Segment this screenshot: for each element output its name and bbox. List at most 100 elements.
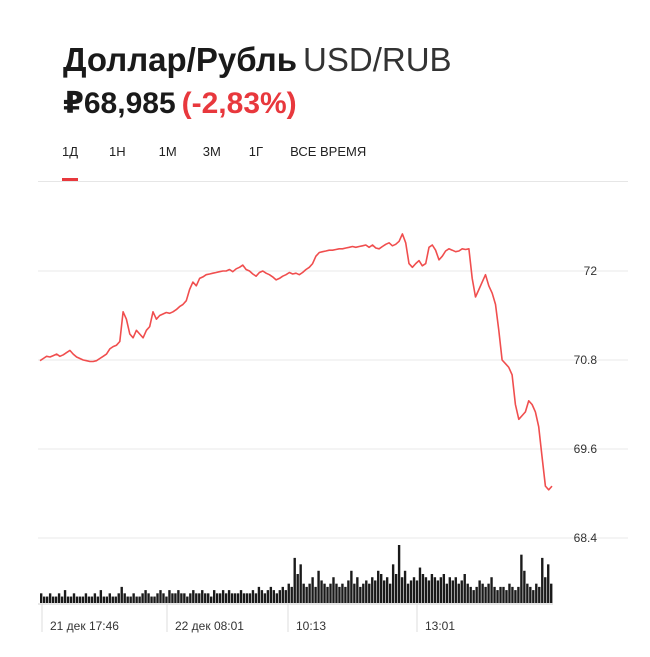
volume-bar <box>397 545 401 603</box>
volume-bar <box>239 590 243 603</box>
volume-bar <box>40 593 43 603</box>
x-axis: 21 дек 17:46 22 дек 08:01 10:13 13:01 <box>38 603 553 633</box>
volume-bar <box>532 590 535 603</box>
volume-bar <box>260 590 264 603</box>
volume-bar <box>296 574 299 603</box>
volume-bar <box>69 596 73 603</box>
volume-bar <box>433 577 437 603</box>
volume-bar <box>293 557 296 603</box>
volume-bar <box>189 593 192 603</box>
volume-bar <box>99 590 103 603</box>
volume-bar <box>314 586 317 603</box>
volume-bar <box>111 596 114 603</box>
volume-bar <box>442 574 446 603</box>
volume-bar <box>135 596 138 603</box>
volume-bar <box>281 586 284 603</box>
volume-bar <box>224 593 228 603</box>
volume-bar <box>421 574 425 603</box>
volume-bar <box>362 583 365 603</box>
volume-bar <box>78 596 82 603</box>
volume-bar <box>60 596 64 603</box>
instrument-ticker: USD/RUB <box>303 41 452 78</box>
volume-bar <box>257 586 261 603</box>
volume-bar <box>126 596 129 603</box>
tab-1d[interactable]: 1Д <box>62 144 79 182</box>
volume-bar <box>329 583 332 603</box>
volume-bar <box>108 593 111 603</box>
volume-bar <box>478 580 481 603</box>
volume-bar <box>511 586 514 603</box>
y-axis-ticks: 72 70.8 69.6 68.4 <box>574 264 598 545</box>
volume-bar <box>541 557 544 603</box>
volume-bar <box>42 596 46 603</box>
volume-bar <box>502 586 505 603</box>
volume-bar <box>403 570 407 603</box>
volume-bar <box>266 590 270 603</box>
volume-bar <box>427 580 431 603</box>
tab-all-time[interactable]: ВСЕ ВРЕМЯ <box>290 144 367 159</box>
volume-bar <box>287 583 290 603</box>
volume-bar <box>484 586 487 603</box>
volume-bar <box>218 593 222 603</box>
x-tick-label: 10:13 <box>296 619 326 633</box>
volume-bar <box>550 583 553 603</box>
volume-bar <box>460 580 463 603</box>
volume-bar <box>87 596 91 603</box>
volume-bar <box>514 590 517 603</box>
volume-bar <box>457 583 460 603</box>
volume-bar <box>150 596 153 603</box>
volume-bar <box>269 586 273 603</box>
volume-bar <box>230 593 234 603</box>
volume-bar <box>415 580 419 603</box>
volume-bar <box>466 583 469 603</box>
volume-bar <box>544 577 547 603</box>
volume-bar <box>332 577 335 603</box>
volume-bar <box>520 554 523 603</box>
volume-bar <box>96 596 100 603</box>
volume-bar <box>242 593 246 603</box>
volume-bar <box>493 586 496 603</box>
volume-bar <box>290 586 293 603</box>
volume-bar <box>451 580 454 603</box>
volume-bar <box>204 593 207 603</box>
volume-bar <box>207 593 210 603</box>
volume-bar <box>129 596 132 603</box>
volume-bar <box>272 590 276 603</box>
volume-bar <box>299 564 302 603</box>
tab-1y[interactable]: 1Г <box>248 144 264 159</box>
tab-1m[interactable]: 1М <box>158 144 177 159</box>
title-row: Доллар/Рубль USD/RUB <box>63 40 452 80</box>
volume-bar <box>305 586 308 603</box>
volume-bar <box>388 583 392 603</box>
volume-bar <box>347 580 350 603</box>
price-change: (-2,83%) <box>181 87 297 120</box>
volume-bar <box>105 596 108 603</box>
volume-bar <box>350 570 353 603</box>
volume-bar <box>162 593 165 603</box>
tab-1w[interactable]: 1Н <box>109 144 126 159</box>
tab-3m[interactable]: 3М <box>202 144 221 159</box>
instrument-title: Доллар/Рубль <box>63 41 298 78</box>
volume-bar <box>374 580 377 603</box>
volume-bar <box>93 593 97 603</box>
volume-bar <box>138 596 141 603</box>
volume-bar <box>263 593 267 603</box>
volume-bar <box>418 567 422 603</box>
current-price: ₽68,985 <box>63 87 176 120</box>
quote-header: Доллар/Рубль USD/RUB ₽68,985 (-2,83%) <box>63 40 452 122</box>
volume-bar <box>538 586 541 603</box>
volume-bar <box>212 590 216 603</box>
volume-bar <box>448 577 451 603</box>
volume-bar <box>487 583 490 603</box>
volume-bar <box>201 590 204 603</box>
volume-bar <box>445 583 449 603</box>
volume-bar <box>505 590 508 603</box>
x-tick-label: 13:01 <box>425 619 455 633</box>
volume-bar <box>412 577 416 603</box>
volume-bar <box>168 590 171 603</box>
volume-bar <box>63 590 67 603</box>
volume-bar <box>323 583 326 603</box>
volume-bar <box>302 583 305 603</box>
volume-bar <box>275 593 279 603</box>
